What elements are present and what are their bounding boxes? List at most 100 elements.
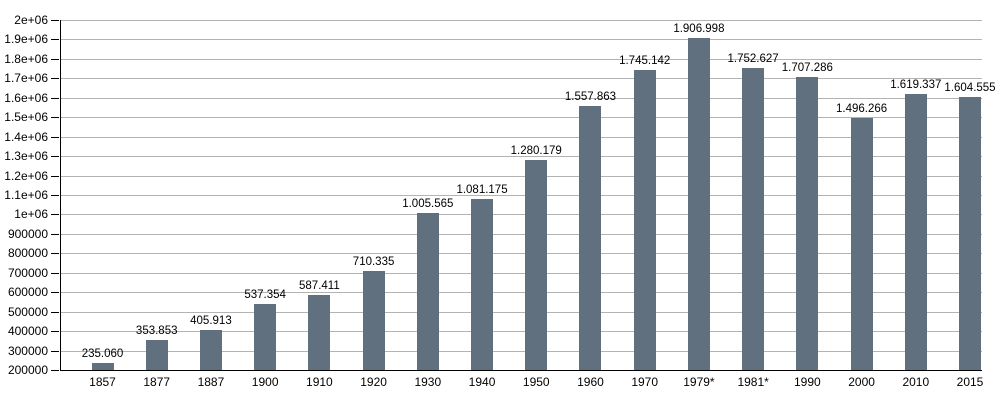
y-gridline (60, 273, 982, 274)
y-axis-tick-label: 1.3e+06 (4, 149, 48, 163)
bar-value-label: 353.853 (135, 325, 178, 338)
bar (633, 69, 656, 370)
bar-value-label: 1.752.627 (727, 53, 779, 66)
bar (91, 363, 114, 370)
y-axis-tick (51, 273, 59, 274)
y-axis-tick-label: 1.4e+06 (4, 130, 48, 144)
bar (199, 329, 222, 370)
y-axis-tick-label: 1.1e+06 (4, 188, 48, 202)
y-axis-line (60, 20, 61, 370)
y-gridline (60, 176, 982, 177)
bar-value-label: 710.335 (352, 255, 395, 268)
bar (362, 270, 385, 370)
bar (796, 76, 819, 370)
x-axis-line (60, 370, 982, 371)
y-gridline (60, 137, 982, 138)
bar-value-label: 1.619.337 (890, 79, 942, 92)
bar-value-label: 1.557.863 (564, 90, 617, 103)
x-axis-tick-label: 1950 (522, 375, 550, 389)
y-axis-tick (51, 117, 59, 118)
bar-value-label: 1.005.565 (402, 198, 454, 211)
y-axis-tick-label: 400000 (7, 324, 48, 338)
y-axis-tick-label: 1.6e+06 (4, 91, 48, 105)
y-axis-tick (51, 195, 59, 196)
y-axis-tick-label: 1.5e+06 (4, 110, 48, 124)
x-axis-tick-label: 1900 (251, 375, 279, 389)
bar-value-label: 235.060 (81, 348, 124, 361)
x-axis-tick-label: 1981* (737, 375, 769, 389)
bar-value-label: 1.745.142 (619, 54, 671, 67)
bar (145, 340, 168, 370)
bar (904, 94, 927, 370)
y-axis-tick-label: 500000 (7, 305, 48, 319)
bar (742, 68, 765, 370)
bar-value-label: 1.280.179 (510, 144, 562, 157)
bar (471, 198, 494, 370)
bar (525, 159, 548, 370)
bar-value-label: 1.496.266 (835, 102, 888, 115)
bar-value-label: 405.913 (190, 314, 232, 327)
y-axis-tick-label: 300000 (7, 344, 48, 358)
bar (959, 96, 982, 370)
y-axis-tick (51, 234, 59, 235)
x-axis-tick-label: 1970 (631, 375, 659, 389)
y-gridline (60, 20, 982, 21)
y-axis-tick (51, 156, 59, 157)
y-axis-tick (51, 292, 59, 293)
y-gridline (60, 98, 982, 99)
y-axis-tick-label: 1.2e+06 (4, 169, 48, 183)
y-axis-tick (51, 253, 59, 254)
y-axis-tick (51, 176, 59, 177)
y-axis-tick (51, 351, 59, 352)
y-axis-tick-label: 1.8e+06 (4, 52, 48, 66)
y-axis-tick (51, 312, 59, 313)
x-axis-tick-label: 1877 (143, 375, 171, 389)
y-axis-tick (51, 78, 59, 79)
bar-value-label: 1.906.998 (673, 23, 725, 36)
y-axis-tick-label: 700000 (7, 266, 48, 280)
bar-value-label: 1.707.286 (781, 61, 833, 74)
y-axis-tick-label: 1e+06 (14, 207, 48, 221)
y-gridline (60, 39, 982, 40)
y-axis-tick-label: 1.9e+06 (4, 32, 48, 46)
y-gridline (60, 78, 982, 79)
y-axis-tick (51, 370, 59, 371)
y-axis-tick (51, 214, 59, 215)
x-axis-tick-label: 1979* (683, 375, 715, 389)
y-gridline (60, 331, 982, 332)
bar (254, 304, 277, 370)
y-gridline (60, 214, 982, 215)
y-axis-tick-label: 200000 (7, 363, 48, 377)
x-axis-tick-label: 1910 (306, 375, 333, 389)
bar (687, 38, 710, 370)
x-axis-tick-label: 1887 (197, 375, 225, 389)
y-axis-tick (51, 20, 59, 21)
x-axis-tick-label: 1940 (468, 375, 496, 389)
y-gridline (60, 253, 982, 254)
y-axis-tick (51, 331, 59, 332)
bar (416, 213, 439, 370)
bar-value-label: 1.081.175 (456, 183, 508, 196)
x-axis-tick-label: 1857 (89, 375, 116, 389)
x-axis-tick-label: 1960 (577, 375, 604, 389)
y-gridline (60, 117, 982, 118)
y-axis-tick (51, 137, 59, 138)
bar (850, 117, 873, 370)
x-axis-tick-label: 2015 (956, 375, 984, 389)
y-axis-tick-label: 900000 (7, 227, 48, 241)
bar (308, 294, 331, 370)
y-axis-tick (51, 98, 59, 99)
y-axis-tick-label: 800000 (7, 246, 48, 260)
y-axis-tick-label: 2e+06 (14, 13, 48, 27)
x-axis-tick-label: 2010 (902, 375, 930, 389)
y-gridline (60, 234, 982, 235)
y-gridline (60, 351, 982, 352)
y-gridline (60, 156, 982, 157)
bar-value-label: 537.354 (244, 289, 286, 302)
bar-value-label: 587.411 (299, 279, 340, 292)
bar (579, 105, 602, 370)
y-axis-tick (51, 39, 59, 40)
y-gridline (60, 59, 982, 60)
x-axis-tick-label: 1930 (414, 375, 442, 389)
